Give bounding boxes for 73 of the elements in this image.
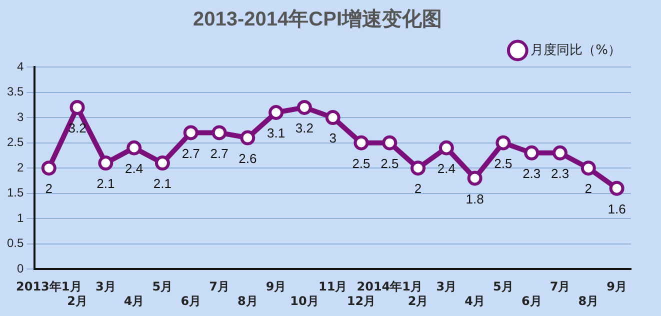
data-label: 2.1 [153, 176, 172, 192]
point [70, 100, 85, 115]
y-tick-label: 2.5 [6, 135, 24, 150]
x-tick-label: 8月 [578, 294, 599, 308]
point [325, 110, 340, 126]
x-tick-label: 9月 [266, 280, 286, 294]
y-tick-label: 1.5 [6, 186, 24, 200]
x-tick-label: 7月 [550, 280, 570, 294]
data-label: 2.7 [182, 146, 200, 161]
point [496, 135, 511, 150]
point [41, 160, 56, 176]
point [98, 156, 114, 171]
x-tick-label: 2月 [67, 294, 88, 308]
data-label: 2.4 [125, 160, 144, 176]
point [240, 130, 256, 146]
point [296, 100, 312, 115]
data-label: 1.6 [608, 201, 626, 216]
data-label: 2.5 [380, 156, 399, 171]
x-tick-label: 12月 [346, 294, 376, 308]
point [382, 135, 398, 150]
data-label: 2 [584, 181, 592, 196]
data-label: 3 [329, 130, 336, 146]
x-tick-label: 6月 [521, 294, 542, 308]
x-tick-label: 8月 [237, 294, 258, 308]
point [580, 160, 596, 176]
data-label: 2.5 [352, 156, 370, 171]
point [154, 156, 170, 171]
x-tick-label: 6月 [180, 294, 202, 308]
data-label: 2.7 [210, 146, 228, 161]
x-tick-label: 2013年1月 [16, 280, 82, 294]
y-tick-label: 3.5 [6, 84, 24, 99]
y-tick-label: 2 [16, 160, 24, 174]
point [410, 160, 426, 176]
x-tick-label: 5月 [493, 280, 514, 294]
data-label: 2 [45, 181, 52, 196]
y-tick-label: 0.5 [6, 236, 24, 250]
data-label: 2.3 [522, 166, 541, 182]
point [438, 140, 454, 156]
point [212, 125, 227, 140]
data-label: 2.5 [494, 156, 512, 171]
point [183, 125, 198, 140]
x-tick-label: 7月 [209, 280, 230, 294]
x-tick-label: 3月 [95, 280, 116, 294]
y-tick-label: 1 [16, 210, 24, 225]
data-label: 2.3 [550, 166, 570, 182]
x-tick-label: 10月 [290, 294, 319, 308]
y-tick-label: 3 [16, 110, 24, 124]
chart-title: 2013-2014年CPI增速变化图 [193, 8, 442, 31]
data-label: 2 [414, 181, 422, 196]
x-tick-label: 11月 [318, 280, 348, 294]
y-tick-label: 4 [16, 59, 24, 74]
point [354, 135, 369, 150]
point [467, 170, 482, 186]
x-tick-label: 4月 [464, 294, 485, 308]
point [552, 145, 568, 160]
x-tick-label: 5月 [152, 280, 173, 294]
point [268, 104, 284, 120]
point [609, 180, 624, 196]
x-tick-label: 4月 [124, 294, 144, 308]
x-tick-label: 9月 [606, 280, 627, 294]
x-tick-label: 2014年1月 [356, 280, 423, 294]
data-label: 3.1 [267, 126, 286, 141]
data-label: 1.8 [466, 191, 484, 206]
data-label: 2.1 [96, 176, 115, 192]
x-tick-label: 2月 [408, 294, 428, 308]
y-tick-label: 0 [16, 262, 24, 276]
x-tick-label: 3月 [436, 280, 457, 294]
point [126, 140, 142, 156]
data-label: 2.4 [437, 160, 456, 176]
data-label: 2.6 [238, 150, 257, 166]
data-label: 3.2 [295, 120, 314, 136]
point [524, 145, 540, 160]
legend-label: 月度同比（%） [530, 42, 622, 58]
